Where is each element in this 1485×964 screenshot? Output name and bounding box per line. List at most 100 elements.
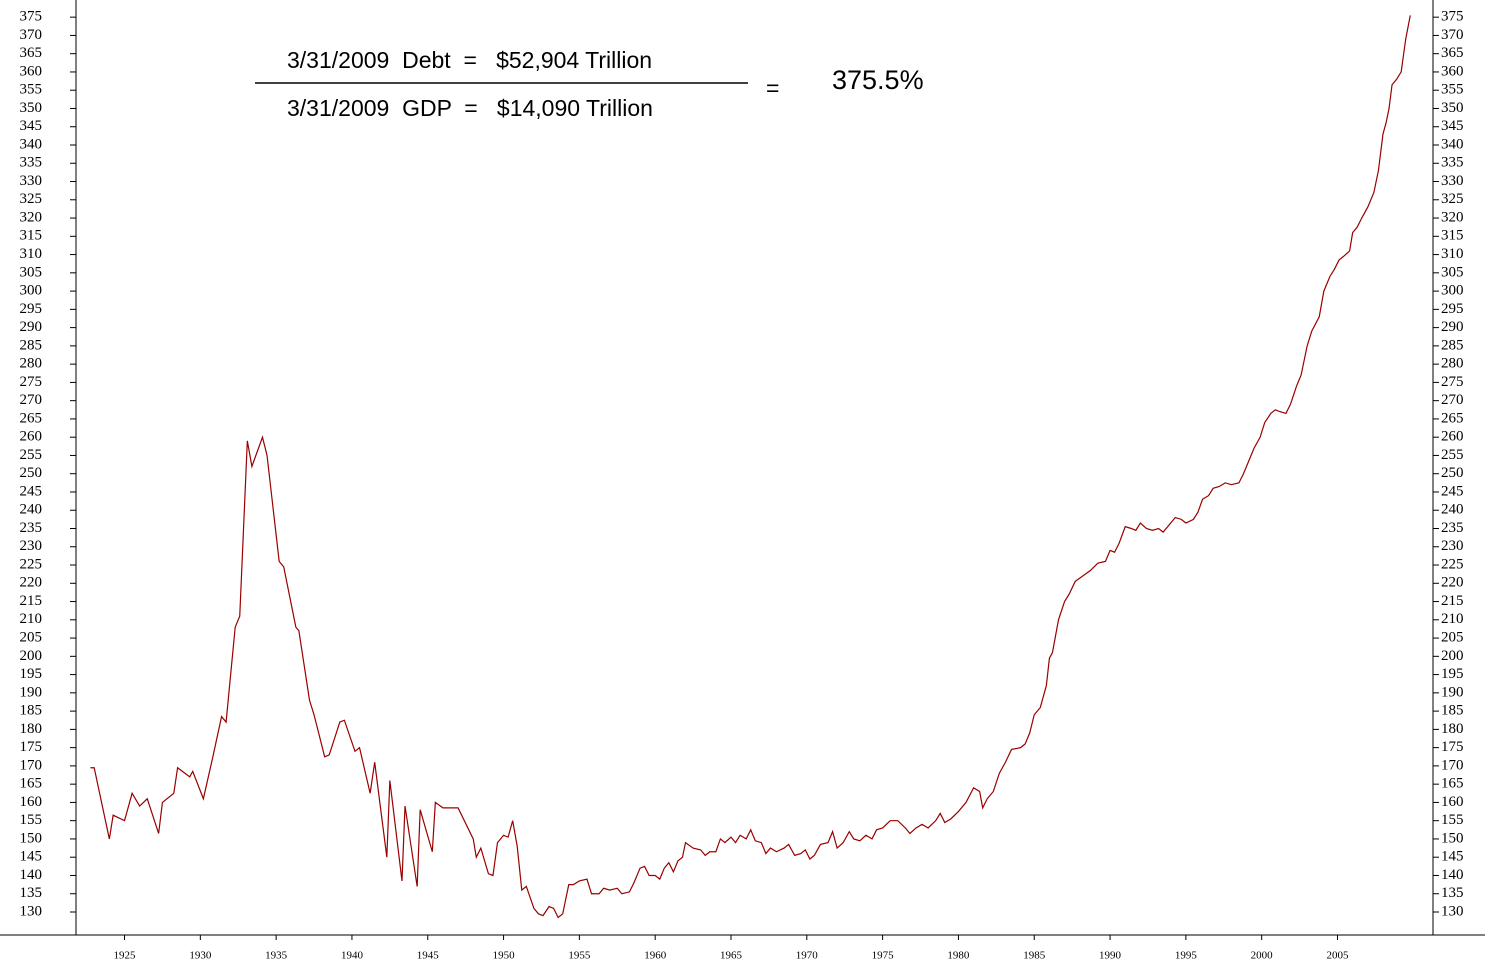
- y-tick-label-left: 340: [20, 136, 43, 152]
- y-tick-label-left: 170: [20, 757, 43, 773]
- y-tick-label-left: 240: [20, 502, 43, 518]
- x-tick-label: 1985: [1023, 950, 1046, 962]
- y-tick-label-right: 255: [1441, 447, 1464, 463]
- y-tick-label-right: 180: [1441, 721, 1464, 737]
- x-tick-label: 2005: [1326, 950, 1349, 962]
- y-tick-label-right: 245: [1441, 483, 1464, 499]
- annotation-result: 375.5%: [832, 65, 924, 95]
- y-tick-label-right: 200: [1441, 648, 1464, 664]
- y-tick-label-left: 285: [20, 337, 43, 353]
- y-tick-label-left: 260: [20, 429, 43, 445]
- y-tick-label-left: 360: [20, 63, 43, 79]
- x-tick-label: 1995: [1175, 950, 1198, 962]
- y-tick-label-left: 245: [20, 483, 43, 499]
- y-tick-label-left: 255: [20, 447, 43, 463]
- y-tick-label-left: 220: [20, 575, 43, 591]
- x-tick-label: 1955: [568, 950, 591, 962]
- y-tick-label-right: 150: [1441, 830, 1464, 846]
- y-tick-label-left: 180: [20, 721, 43, 737]
- y-tick-label-left: 275: [20, 374, 43, 390]
- x-tick-label: 1930: [189, 950, 212, 962]
- y-tick-label-left: 230: [20, 538, 43, 554]
- y-tick-label-right: 300: [1441, 283, 1464, 299]
- y-tick-label-right: 330: [1441, 173, 1464, 189]
- y-tick-label-left: 280: [20, 356, 43, 372]
- y-tick-label-left: 210: [20, 611, 43, 627]
- x-tick-label: 1990: [1099, 950, 1122, 962]
- y-tick-label-left: 165: [20, 776, 43, 792]
- y-tick-label-left: 205: [20, 630, 43, 646]
- y-tick-label-right: 225: [1441, 556, 1464, 572]
- y-tick-label-right: 175: [1441, 739, 1464, 755]
- y-tick-label-right: 350: [1441, 100, 1464, 116]
- y-tick-label-left: 270: [20, 392, 43, 408]
- y-tick-label-left: 130: [20, 903, 43, 919]
- y-tick-label-left: 200: [20, 648, 43, 664]
- x-tick-label: 1970: [796, 950, 819, 962]
- x-tick-label: 1980: [947, 950, 970, 962]
- y-tick-label-right: 305: [1441, 264, 1464, 280]
- y-tick-label-left: 310: [20, 246, 43, 262]
- y-tick-label-right: 375: [1441, 9, 1464, 25]
- y-tick-label-right: 135: [1441, 885, 1464, 901]
- y-tick-label-right: 215: [1441, 593, 1464, 609]
- y-tick-label-right: 240: [1441, 502, 1464, 518]
- y-tick-label-left: 335: [20, 155, 43, 171]
- y-tick-label-right: 325: [1441, 191, 1464, 207]
- y-tick-label-right: 285: [1441, 337, 1464, 353]
- y-tick-label-right: 205: [1441, 630, 1464, 646]
- y-tick-label-right: 265: [1441, 410, 1464, 426]
- y-tick-label-right: 335: [1441, 155, 1464, 171]
- y-tick-label-right: 130: [1441, 903, 1464, 919]
- y-tick-label-left: 290: [20, 319, 43, 335]
- y-tick-label-right: 320: [1441, 209, 1464, 225]
- y-tick-label-left: 300: [20, 283, 43, 299]
- y-tick-label-right: 250: [1441, 465, 1464, 481]
- y-tick-label-right: 185: [1441, 703, 1464, 719]
- y-tick-label-left: 215: [20, 593, 43, 609]
- annotation-equals: =: [766, 75, 779, 101]
- y-tick-label-right: 140: [1441, 867, 1464, 883]
- x-tick-label: 1925: [114, 950, 137, 962]
- y-tick-label-right: 340: [1441, 136, 1464, 152]
- y-tick-label-right: 315: [1441, 228, 1464, 244]
- y-tick-label-right: 365: [1441, 45, 1464, 61]
- x-tick-label: 2000: [1251, 950, 1274, 962]
- y-tick-label-left: 250: [20, 465, 43, 481]
- y-tick-label-left: 135: [20, 885, 43, 901]
- y-tick-label-left: 145: [20, 849, 43, 865]
- y-tick-label-right: 360: [1441, 63, 1464, 79]
- y-tick-label-left: 190: [20, 684, 43, 700]
- annotation-denominator: 3/31/2009 GDP = $14,090 Trillion: [287, 95, 653, 121]
- y-tick-label-right: 190: [1441, 684, 1464, 700]
- y-tick-label-right: 155: [1441, 812, 1464, 828]
- y-tick-label-left: 140: [20, 867, 43, 883]
- y-tick-label-left: 355: [20, 82, 43, 98]
- y-tick-label-right: 160: [1441, 794, 1464, 810]
- y-tick-label-right: 230: [1441, 538, 1464, 554]
- x-tick-label: 1950: [493, 950, 516, 962]
- y-tick-label-right: 270: [1441, 392, 1464, 408]
- x-tick-label: 1945: [417, 950, 440, 962]
- y-tick-label-right: 235: [1441, 520, 1464, 536]
- y-tick-label-left: 365: [20, 45, 43, 61]
- x-tick-label: 1965: [720, 950, 743, 962]
- annotation-numerator: 3/31/2009 Debt = $52,904 Trillion: [287, 47, 652, 73]
- y-tick-label-left: 320: [20, 209, 43, 225]
- y-tick-label-left: 305: [20, 264, 43, 280]
- y-tick-label-left: 175: [20, 739, 43, 755]
- y-tick-label-left: 150: [20, 830, 43, 846]
- y-tick-label-left: 330: [20, 173, 43, 189]
- y-tick-label-left: 370: [20, 27, 43, 43]
- y-tick-label-left: 295: [20, 301, 43, 317]
- y-tick-label-left: 155: [20, 812, 43, 828]
- y-tick-label-right: 210: [1441, 611, 1464, 627]
- y-tick-label-left: 345: [20, 118, 43, 134]
- y-tick-label-left: 235: [20, 520, 43, 536]
- y-tick-label-right: 280: [1441, 356, 1464, 372]
- y-tick-label-left: 325: [20, 191, 43, 207]
- y-tick-label-left: 375: [20, 9, 43, 25]
- y-tick-label-right: 295: [1441, 301, 1464, 317]
- y-tick-label-right: 145: [1441, 849, 1464, 865]
